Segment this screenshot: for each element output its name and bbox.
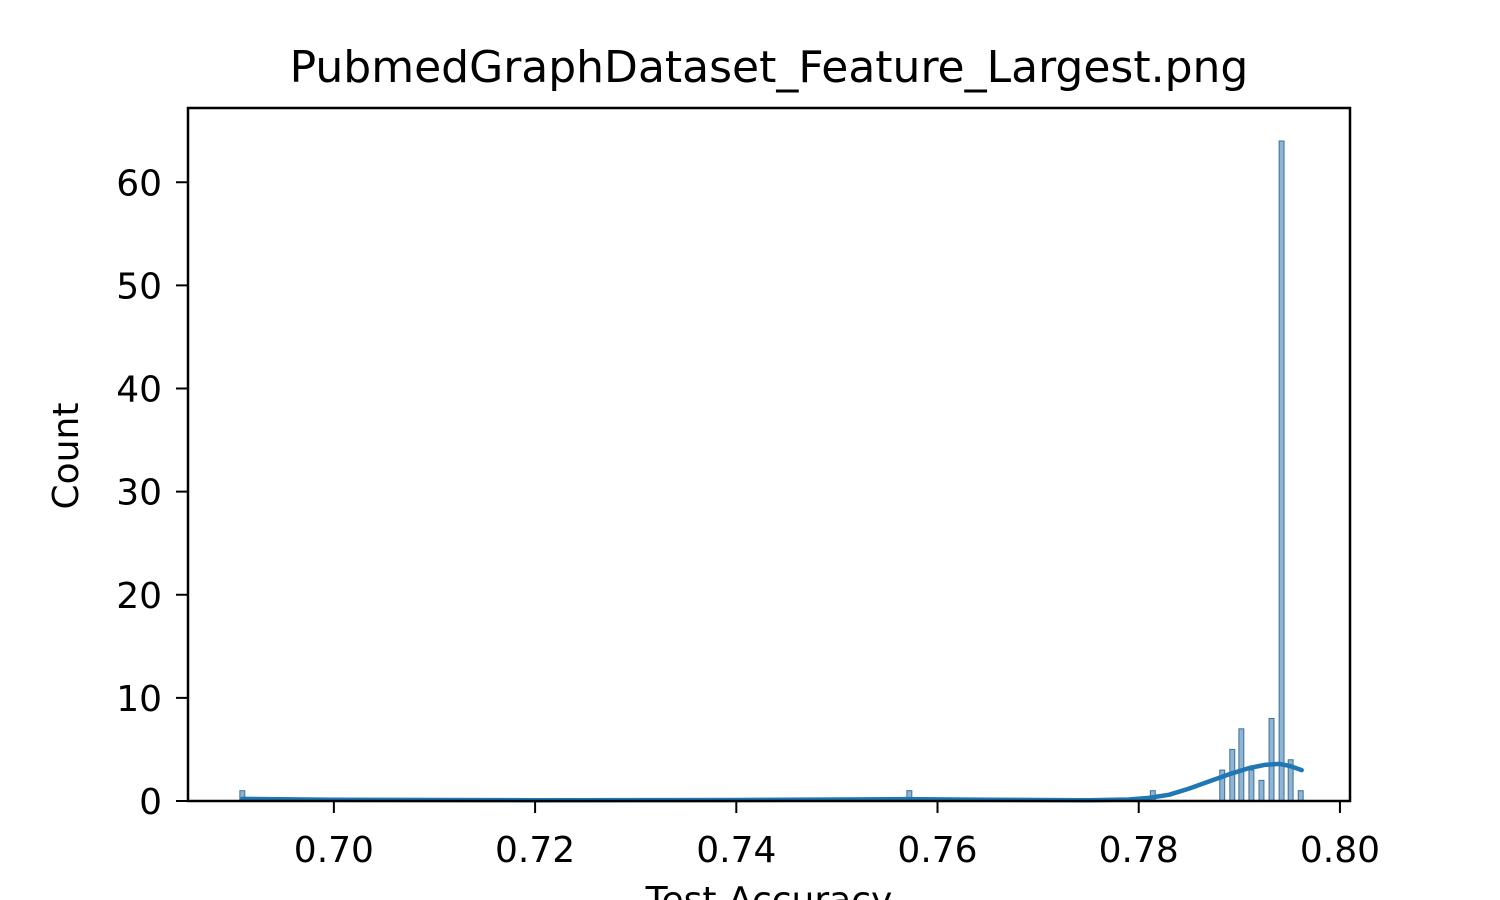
x-tick-label: 0.70 — [294, 830, 374, 871]
histogram-bar-5 — [1238, 728, 1245, 802]
chart-title: PubmedGraphDataset_Feature_Largest.png — [290, 42, 1249, 93]
x-tick-label: 0.80 — [1300, 830, 1380, 871]
histogram-bar-6 — [1248, 769, 1255, 802]
y-tick-label: 10 — [116, 679, 162, 720]
y-tick-label: 20 — [116, 576, 162, 617]
y-tick-label: 40 — [116, 370, 162, 411]
plot-frame — [186, 106, 1352, 803]
histogram-bar-9 — [1278, 140, 1285, 802]
y-tick-label: 0 — [139, 782, 162, 823]
y-axis-ticks: 0 10 20 30 40 50 60 — [116, 163, 188, 823]
histogram-bar-8 — [1268, 718, 1275, 802]
x-tick-label: 0.76 — [897, 830, 977, 871]
y-tick-label: 60 — [116, 163, 162, 204]
x-tick-label: 0.78 — [1099, 830, 1179, 871]
histogram-bar-11 — [1297, 790, 1304, 802]
y-axis-label: Count — [46, 403, 87, 510]
bars-layer — [239, 140, 1304, 802]
x-axis-label: Test Accuracy — [645, 880, 893, 900]
y-tick-label: 30 — [116, 473, 162, 514]
x-axis-ticks: 0.70 0.72 0.74 0.76 0.78 0.80 — [294, 801, 1380, 871]
histogram-bar-7 — [1258, 779, 1265, 802]
kde-line — [240, 761, 1304, 803]
x-tick-label: 0.74 — [696, 830, 776, 871]
y-tick-label: 50 — [116, 266, 162, 307]
x-tick-label: 0.72 — [495, 830, 575, 871]
